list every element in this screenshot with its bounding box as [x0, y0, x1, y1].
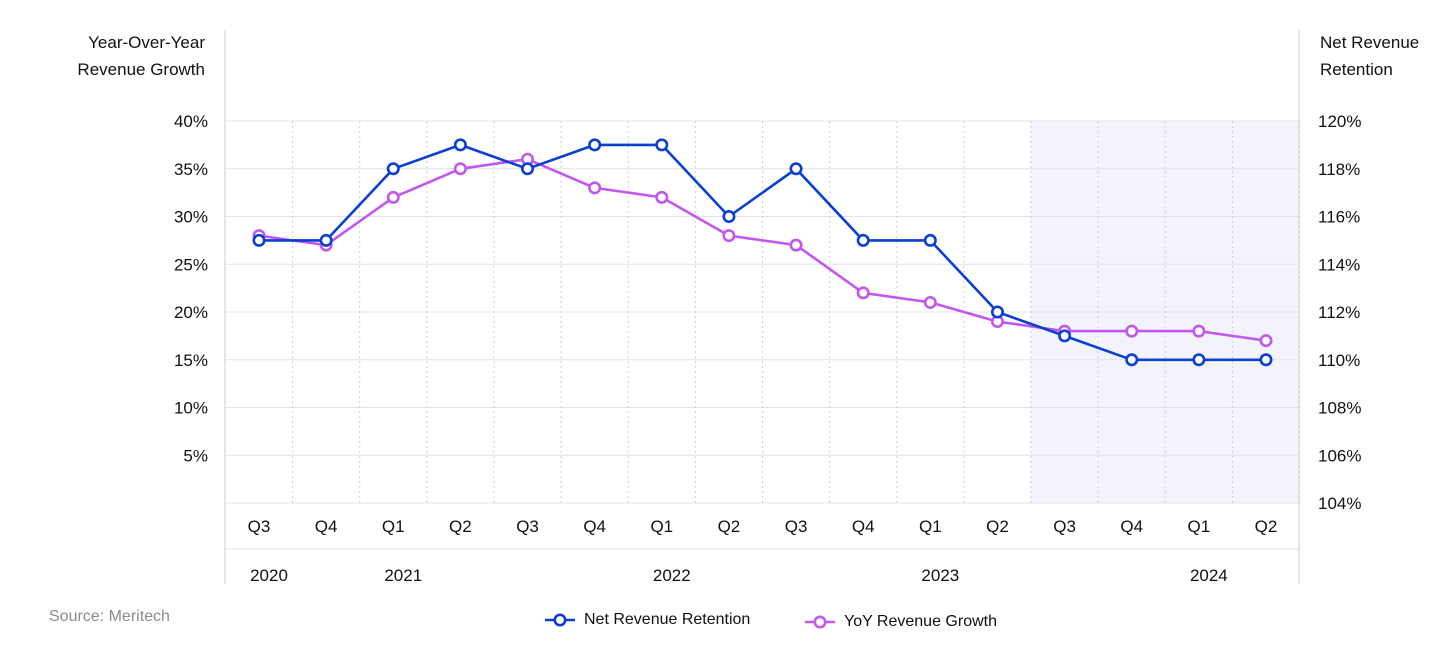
year-label: 2022: [653, 566, 691, 585]
right-axis-ticks: 120% 118% 116% 114% 112% 110% 108% 106% 104%: [1318, 112, 1361, 513]
data-point-net-revenue-retention: [453, 138, 467, 152]
data-point-net-revenue-retention: [1259, 353, 1273, 367]
data-point-yoy-revenue-growth: [655, 190, 669, 204]
data-point-net-revenue-retention: [1125, 353, 1139, 367]
left-tick-label: 40%: [174, 112, 208, 131]
right-tick-label: 110%: [1318, 351, 1360, 370]
left-tick-label: 30%: [174, 208, 208, 227]
quarter-label: Q3: [248, 517, 271, 536]
right-tick-label: 118%: [1318, 160, 1360, 179]
data-point-net-revenue-retention: [1192, 353, 1206, 367]
left-axis-title-line-1: Year-Over-Year: [88, 33, 205, 52]
grid-lines: [225, 120, 1301, 550]
legend-label-net-revenue-retention: Net Revenue Retention: [584, 611, 751, 628]
line-chart: 40%35%30%25%20%15%10%5%120%118%116%114%1…: [174, 30, 1361, 585]
series-line-net-revenue-retention: [259, 143, 1266, 362]
left-tick-label: 15%: [174, 351, 208, 370]
quarter-label: Q4: [852, 517, 875, 536]
right-tick-label: 116%: [1318, 208, 1360, 227]
right-tick-label: 120%: [1318, 112, 1361, 131]
year-label: 2021: [384, 566, 422, 585]
legend-item-net-revenue-retention: Net Revenue Retention: [545, 606, 750, 634]
data-point-net-revenue-retention: [923, 233, 937, 247]
quarter-label: Q4: [583, 517, 606, 536]
right-tick-label: 114%: [1318, 255, 1360, 274]
quarter-label: Q3: [1053, 517, 1076, 536]
quarter-label: Q1: [650, 517, 673, 536]
right-tick-label: 108%: [1318, 399, 1361, 418]
legend-marker-net-revenue-retention: [545, 613, 575, 627]
quarter-label: Q3: [516, 517, 539, 536]
series-net-revenue-retention: [252, 138, 1273, 367]
legend-label-yoy-revenue-growth: YoY Revenue Growth: [844, 613, 997, 630]
left-axis-title: Year-Over-Year Revenue Growth: [77, 29, 205, 83]
right-axis-title-line-2: Retention: [1320, 60, 1393, 79]
left-tick-label: 5%: [183, 446, 208, 465]
x-axis-year-labels: 2020 2021 2022 2023 2024: [250, 566, 1228, 585]
right-tick-label: 106%: [1318, 446, 1361, 465]
left-axis-title-line-2: Revenue Growth: [77, 60, 205, 79]
data-point-net-revenue-retention: [252, 233, 266, 247]
left-tick-label: 35%: [174, 160, 208, 179]
data-point-yoy-revenue-growth: [923, 295, 937, 309]
quarter-label: Q1: [382, 517, 405, 536]
left-axis-ticks: 40% 35% 30% 25% 20% 15% 10% 5%: [174, 112, 208, 465]
quarter-label: Q1: [1188, 517, 1211, 536]
year-label: 2020: [250, 566, 288, 585]
data-point-net-revenue-retention: [1058, 329, 1072, 343]
quarter-label: Q1: [919, 517, 942, 536]
left-tick-label: 20%: [174, 303, 208, 322]
right-axis-title-line-1: Net Revenue: [1320, 33, 1420, 52]
right-tick-label: 112%: [1318, 303, 1360, 322]
quarter-label: Q2: [449, 517, 472, 536]
data-point-net-revenue-retention: [722, 210, 736, 224]
data-point-yoy-revenue-growth: [453, 162, 467, 176]
right-tick-label: 104%: [1318, 494, 1361, 513]
quarter-label: Q4: [315, 517, 338, 536]
year-label: 2023: [921, 566, 959, 585]
x-axis-quarter-labels: Q3 Q4 Q1 Q2 Q3 Q4 Q1 Q2 Q3 Q4 Q1 Q2 Q3 Q4 Q1 Q2: [248, 517, 1278, 536]
legend-marker-yoy-revenue-growth: [805, 615, 835, 629]
year-label: 2024: [1190, 566, 1228, 585]
quarter-label: Q3: [785, 517, 808, 536]
data-point-net-revenue-retention: [319, 233, 333, 247]
data-point-yoy-revenue-growth: [1192, 324, 1206, 338]
quarter-label: Q4: [1120, 517, 1143, 536]
legend-item-yoy-revenue-growth: YoY Revenue Growth: [805, 608, 997, 636]
data-point-yoy-revenue-growth: [722, 229, 736, 243]
source-note: Source: Meritech: [49, 608, 170, 625]
data-point-net-revenue-retention: [521, 162, 535, 176]
data-point-yoy-revenue-growth: [386, 190, 400, 204]
data-point-yoy-revenue-growth: [856, 286, 870, 300]
data-point-yoy-revenue-growth: [1125, 324, 1139, 338]
data-point-net-revenue-retention: [789, 162, 803, 176]
series-line-yoy-revenue-growth: [258, 157, 1267, 342]
legend: Net Revenue Retention YoY Revenue Growth: [0, 606, 1456, 634]
data-point-net-revenue-retention: [386, 162, 400, 176]
data-point-net-revenue-retention: [856, 233, 870, 247]
data-point-yoy-revenue-growth: [1259, 334, 1273, 348]
left-tick-label: 10%: [174, 399, 208, 418]
data-point-net-revenue-retention: [588, 138, 602, 152]
data-point-net-revenue-retention: [990, 305, 1004, 319]
data-point-yoy-revenue-growth: [588, 181, 602, 195]
data-point-yoy-revenue-growth: [789, 238, 803, 252]
quarter-label: Q2: [1255, 517, 1278, 536]
quarter-label: Q2: [986, 517, 1009, 536]
series-yoy-revenue-growth: [252, 152, 1273, 348]
left-tick-label: 25%: [174, 255, 208, 274]
data-point-net-revenue-retention: [655, 138, 669, 152]
quarter-label: Q2: [718, 517, 741, 536]
right-axis-title: Net Revenue Retention: [1320, 29, 1419, 83]
